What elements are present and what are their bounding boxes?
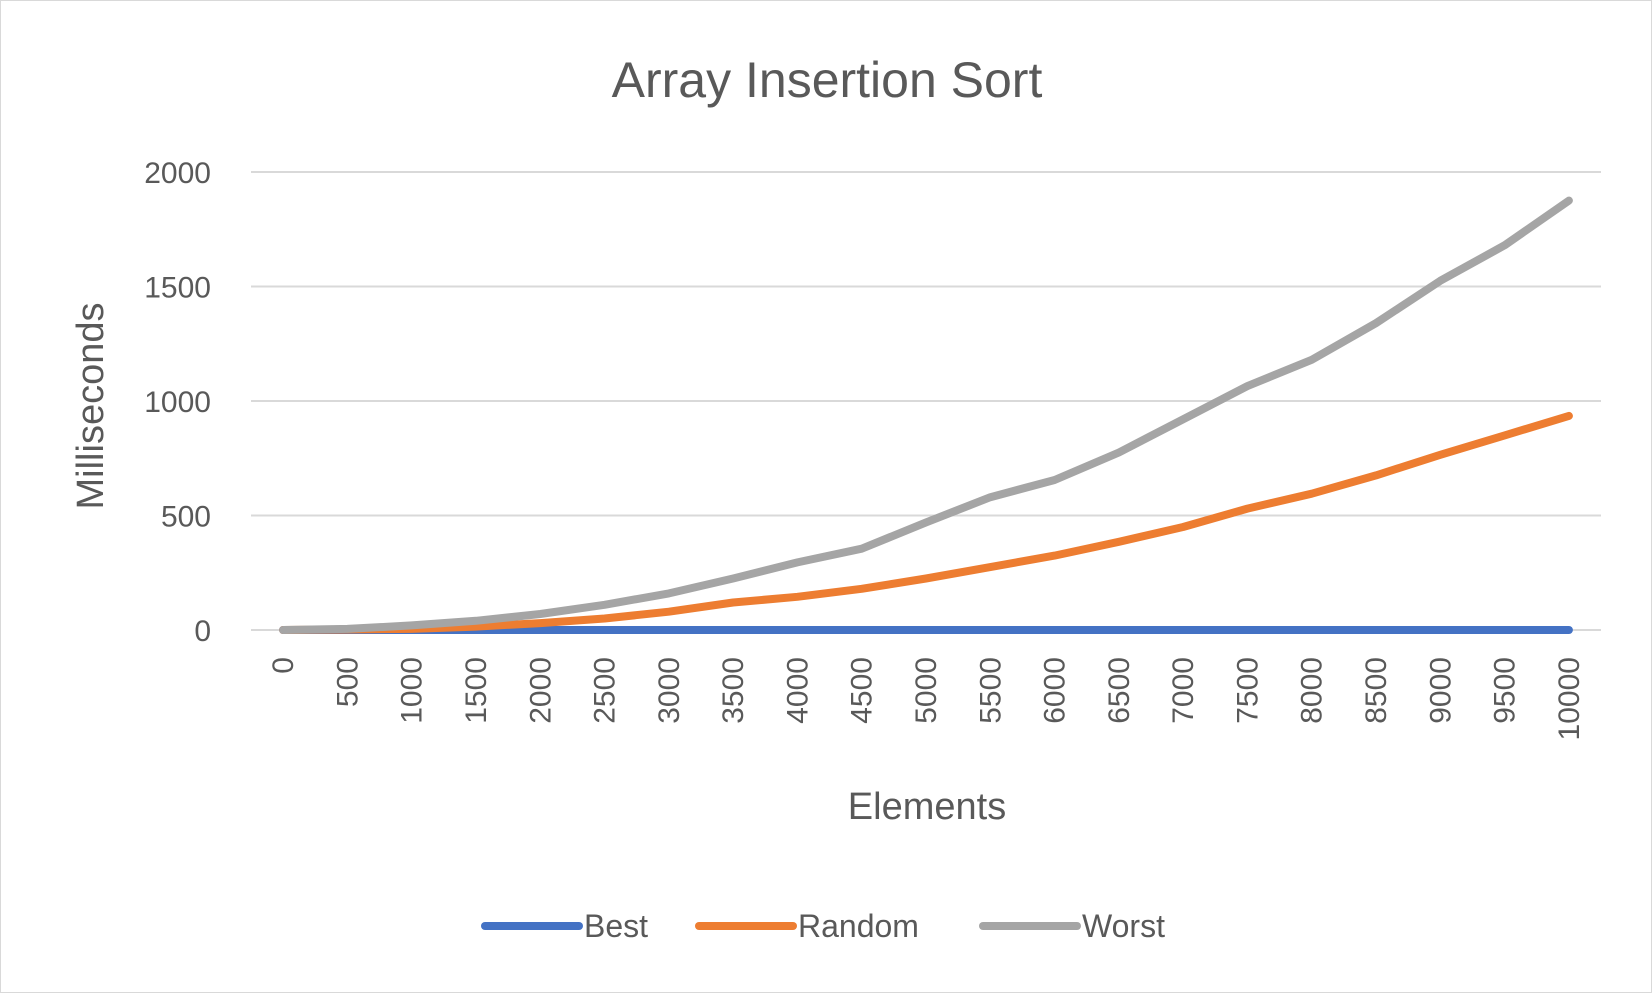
x-tick-label: 6000 (1039, 657, 1072, 724)
x-tick-label: 7000 (1167, 657, 1200, 724)
legend-label-worst: Worst (1082, 908, 1165, 944)
legend: Best Random Worst (481, 908, 1165, 944)
x-tick-label: 5000 (910, 657, 943, 724)
series-line-random (279, 411, 1573, 634)
series-lines (279, 196, 1573, 634)
x-tick-label: 9500 (1489, 657, 1522, 724)
legend-label-random: Random (798, 908, 919, 944)
x-tick-label: 8500 (1360, 657, 1393, 724)
x-tick-label: 8000 (1296, 657, 1329, 724)
x-tick-label: 2000 (524, 657, 557, 724)
gridlines (251, 171, 1601, 631)
y-axis-title: Milliseconds (70, 303, 112, 510)
y-axis-tick-labels: 0 500 1000 1500 2000 (144, 157, 211, 648)
x-tick-label: 1000 (396, 657, 429, 724)
x-tick-label: 4000 (781, 657, 814, 724)
x-axis-title: Elements (848, 786, 1006, 828)
x-tick-label: 6500 (1103, 657, 1136, 724)
x-tick-label: 1500 (460, 657, 493, 724)
x-axis-tick-labels: 0 500 1000 1500 2000 2500 3000 3500 4000 4500 5000… (267, 657, 1586, 740)
x-tick-label: 0 (267, 657, 300, 674)
x-tick-label: 7500 (1231, 657, 1264, 724)
x-tick-label: 5500 (974, 657, 1007, 724)
legend-label-best: Best (584, 908, 648, 944)
x-tick-label: 3000 (653, 657, 686, 724)
series-line-worst (279, 196, 1573, 634)
x-tick-label: 2500 (589, 657, 622, 724)
x-tick-label: 500 (331, 657, 364, 707)
y-tick-label: 500 (161, 501, 211, 534)
y-tick-label: 2000 (144, 157, 211, 190)
x-tick-label: 9000 (1424, 657, 1457, 724)
x-tick-label: 10000 (1553, 657, 1586, 740)
chart-title: Array Insertion Sort (612, 52, 1043, 108)
y-tick-label: 1000 (144, 386, 211, 419)
x-tick-label: 4500 (846, 657, 879, 724)
x-tick-label: 3500 (717, 657, 750, 724)
y-tick-label: 0 (194, 615, 211, 648)
y-tick-label: 1500 (144, 272, 211, 305)
